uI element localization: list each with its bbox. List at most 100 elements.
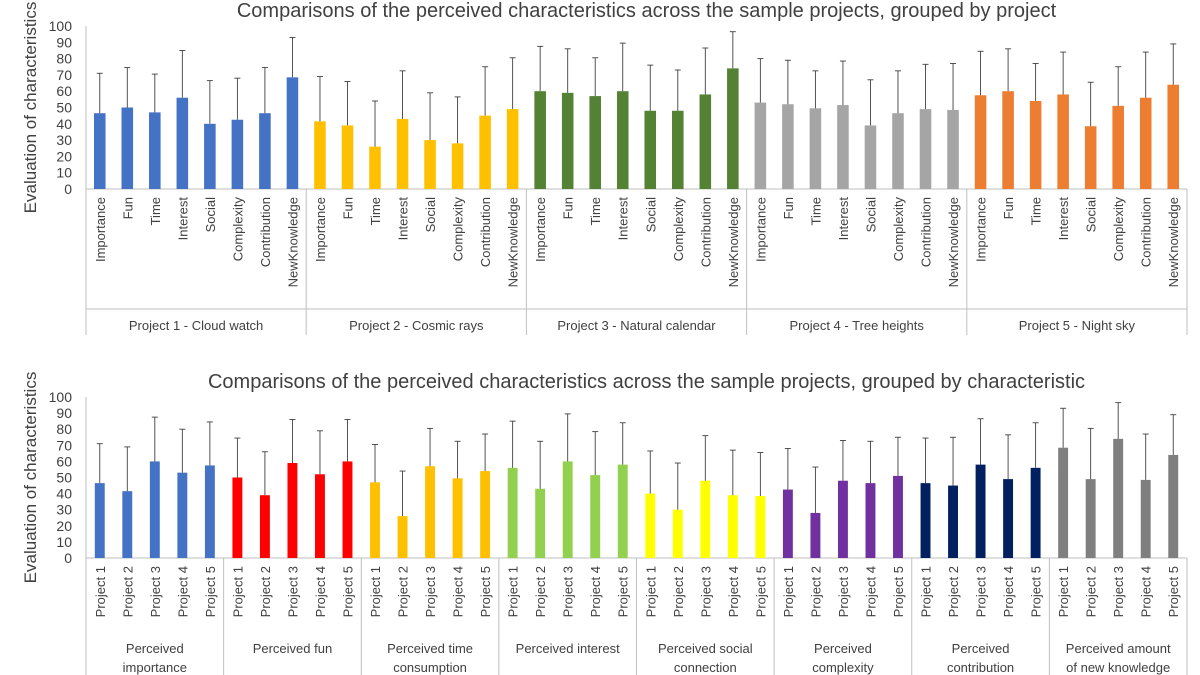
bar [259, 495, 270, 558]
bar [397, 516, 408, 558]
y-tick-label: 20 [56, 148, 72, 164]
category-label: Time [148, 197, 163, 225]
group-label: Perceived [952, 641, 1010, 656]
bar [809, 108, 822, 189]
y-axis-label: Evaluation of characteristics [21, 2, 40, 214]
category-label: Project 2 [946, 566, 961, 617]
bar [314, 121, 326, 189]
group-label: Perceived fun [253, 641, 333, 656]
bar [727, 68, 739, 189]
bar [396, 118, 409, 189]
y-tick-label: 100 [49, 389, 73, 405]
bar [149, 112, 161, 189]
category-label: Project 2 [396, 566, 411, 617]
category-label: Project 4 [1139, 566, 1154, 617]
group-label: Project 5 - Night sky [1019, 318, 1136, 333]
category-label: Interest [175, 197, 190, 241]
category-label: NewKnowledge [726, 197, 741, 287]
bar [1029, 100, 1042, 189]
category-label: Project 1 [1056, 566, 1071, 617]
category-label: Importance [93, 197, 108, 262]
y-axis-label: Evaluation of characteristics [21, 372, 40, 584]
bar [948, 485, 958, 558]
y-tick-label: 30 [56, 502, 72, 518]
bar [535, 488, 546, 558]
bar [94, 483, 105, 558]
category-label: Project 4 [313, 566, 328, 617]
bar [974, 95, 987, 189]
category-label: Complexity [891, 197, 906, 262]
bar [121, 107, 134, 189]
category-label: Contribution [1139, 197, 1154, 267]
bar [1139, 97, 1152, 189]
category-label: NewKnowledge [285, 197, 300, 287]
group-label: Project 2 - Cosmic rays [349, 318, 484, 333]
bar [672, 110, 684, 189]
chart-by-characteristic: Comparisons of the perceived characteris… [21, 371, 1188, 675]
bar [93, 113, 106, 189]
category-label: Project 4 [1001, 566, 1016, 617]
bar [727, 495, 738, 558]
category-label: Project 5 [891, 566, 906, 617]
y-tick-label: 90 [56, 34, 72, 50]
bar [342, 461, 353, 558]
bar [425, 466, 436, 558]
category-label: Social [863, 197, 878, 233]
category-label: Project 2 [120, 566, 135, 617]
y-tick-label: 0 [64, 550, 72, 566]
category-label: Project 1 [368, 566, 383, 617]
bar [782, 489, 793, 558]
y-tick-label: 60 [56, 453, 72, 469]
y-tick-label: 80 [56, 421, 72, 437]
y-tick-label: 40 [56, 116, 72, 132]
bar [451, 143, 464, 189]
category-label: Complexity [451, 197, 466, 262]
bar [452, 478, 463, 558]
bar [616, 91, 629, 189]
category-label: Fun [120, 197, 135, 219]
chart-title: Comparisons of the perceived characteris… [237, 0, 1057, 22]
bar [561, 92, 574, 189]
category-label: Project 2 [533, 566, 548, 617]
y-tick-label: 10 [56, 165, 72, 181]
category-label: Project 3 [285, 566, 300, 617]
category-label: Project 5 [203, 566, 218, 617]
bar [1167, 84, 1180, 189]
bar [1003, 479, 1014, 558]
category-label: Social [203, 197, 218, 233]
bar [837, 480, 848, 558]
y-tick-label: 10 [56, 534, 72, 550]
category-label: Social [643, 197, 658, 233]
category-label: Contribution [919, 197, 934, 267]
category-label: Fun [781, 197, 796, 219]
chart-by-project: Comparisons of the perceived characteris… [21, 0, 1188, 335]
bar [369, 146, 381, 189]
category-label: Project 2 [258, 566, 273, 617]
group-label: Perceived interest [516, 641, 620, 656]
category-label: Importance [753, 197, 768, 262]
category-label: Importance [313, 197, 328, 262]
category-label: Project 2 [808, 566, 823, 617]
bar [507, 467, 518, 558]
category-label: Time [368, 197, 383, 225]
category-label: Project 4 [451, 566, 466, 617]
y-tick-label: 70 [56, 67, 72, 83]
group-label: Perceived social [658, 641, 753, 656]
bar [919, 109, 932, 189]
bar [782, 104, 794, 189]
category-label: Interest [616, 197, 631, 241]
bar [865, 483, 876, 558]
category-label: Project 3 [148, 566, 163, 617]
category-label: NewKnowledge [946, 197, 961, 287]
bar [534, 91, 546, 189]
bar [699, 94, 712, 189]
y-tick-label: 50 [56, 470, 72, 486]
bar [892, 113, 904, 189]
bar [177, 472, 188, 558]
category-label: Project 2 [671, 566, 686, 617]
bar [176, 97, 189, 189]
group-label: importance [123, 660, 187, 675]
bar [286, 77, 299, 189]
category-label: Project 4 [863, 566, 878, 617]
